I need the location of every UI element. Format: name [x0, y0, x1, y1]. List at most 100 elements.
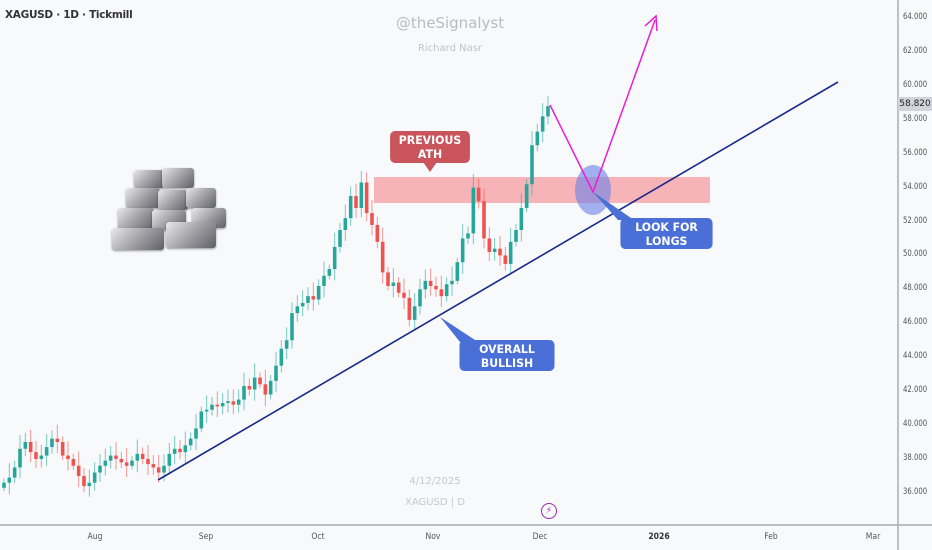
candle [375, 216, 380, 249]
candle [188, 432, 193, 451]
candle [258, 372, 262, 389]
candle [487, 227, 492, 262]
candle-body [279, 348, 284, 366]
y-tick-label: 64.000 [903, 12, 928, 22]
candle-body [55, 438, 60, 442]
previous-ath-label[interactable]: PREVIOUS ATH [390, 131, 470, 163]
candle-body [231, 401, 236, 405]
candle-body [327, 269, 332, 276]
look-for-longs-label[interactable]: LOOK FOR LONGS [620, 218, 713, 249]
trendline[interactable] [157, 81, 839, 481]
candle [23, 432, 28, 457]
y-tick-label: 56.000 [903, 147, 928, 158]
lightning-icon[interactable]: ⚡ [541, 503, 557, 519]
candle [98, 454, 102, 482]
candle-body [178, 448, 182, 453]
candle [210, 397, 214, 416]
candle-body [258, 377, 262, 385]
candle [428, 268, 433, 296]
x-tick-label: Aug [87, 532, 103, 542]
candle-body [444, 284, 449, 297]
candle-body [535, 131, 540, 146]
candle [322, 261, 326, 298]
candle-body [140, 453, 145, 459]
candle [455, 257, 460, 285]
candle-body [226, 401, 230, 403]
x-tick-label: Nov [425, 532, 441, 542]
candle [268, 374, 273, 400]
candle [92, 462, 97, 491]
candle-body [428, 280, 433, 286]
candle-body [306, 296, 310, 303]
candle [135, 439, 140, 473]
candle [498, 235, 502, 266]
candle [55, 424, 60, 454]
candle [519, 193, 524, 242]
candle-body [66, 455, 70, 459]
candle-body [386, 272, 390, 286]
candle [535, 123, 540, 152]
candle [508, 227, 513, 276]
candle [194, 414, 198, 451]
candle [82, 468, 86, 493]
candle-body [380, 241, 385, 273]
candle [263, 369, 268, 407]
candle-body [455, 262, 460, 281]
candle-body [103, 460, 108, 466]
candle-body [498, 248, 502, 256]
symbol-title[interactable]: XAGUSD · 1D · Tickmill [5, 9, 133, 21]
candle [87, 469, 92, 497]
silver-bars-image [112, 160, 232, 255]
candle-body [274, 365, 278, 381]
candle-body [167, 453, 172, 466]
candle [514, 224, 518, 247]
y-tick-label: 40.000 [903, 419, 928, 430]
candle [71, 453, 76, 471]
candle [295, 295, 300, 323]
candle [343, 204, 348, 241]
projection-path [549, 19, 656, 194]
bullish-callout-pointer [440, 317, 478, 342]
candle-body [204, 409, 209, 412]
longs-callout-pointer [593, 192, 634, 220]
ath-callout-pointer [423, 162, 437, 172]
candle [359, 170, 364, 218]
last-price-tag: 58.820 [898, 97, 932, 111]
candle [204, 395, 209, 423]
y-tick-label: 58.000 [903, 113, 928, 124]
candle [316, 279, 321, 305]
candle [540, 103, 545, 143]
overall-bullish-label[interactable]: OVERALL BULLISH [459, 340, 555, 371]
candle [546, 96, 550, 125]
candle-body [391, 282, 396, 286]
candle [231, 389, 236, 415]
candle [402, 278, 406, 310]
candle-body [396, 282, 401, 293]
candle-body [71, 458, 76, 466]
candle [220, 393, 225, 415]
candle [178, 440, 182, 460]
watermark-handle: @theSignalyst [395, 14, 505, 32]
candle-body [39, 455, 44, 459]
candle [423, 269, 428, 299]
watermark-symbol: XAGUSD | D [404, 497, 466, 508]
candle-body [44, 447, 49, 456]
candle-body [156, 467, 161, 473]
candle-body [98, 465, 102, 473]
candle-body [508, 241, 513, 264]
candle [34, 440, 38, 469]
candle [391, 268, 396, 298]
candle-body [199, 411, 204, 429]
candle [60, 436, 65, 461]
candle [380, 227, 385, 284]
candle [418, 278, 422, 315]
x-tick-label: 2026 [648, 532, 670, 542]
candle [215, 391, 220, 418]
candle-body [348, 196, 353, 219]
x-tick-label: Oct [311, 532, 325, 542]
candle [119, 451, 124, 469]
candle-body [402, 292, 406, 298]
candle-body [338, 230, 342, 247]
candle-body [503, 255, 508, 264]
